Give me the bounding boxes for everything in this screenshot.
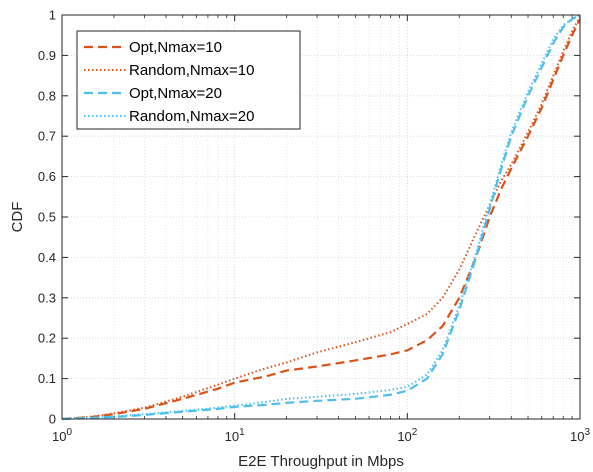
y-tick-label: 0.4	[38, 250, 56, 265]
y-tick-label: 0.3	[38, 290, 56, 305]
legend: Opt,Nmax=10 Random,Nmax=10 Opt,Nmax=20 Rand…	[76, 30, 301, 130]
x-tick-label: 101	[225, 427, 245, 444]
ticks: 100 101 102 103 0 0.1 0.2 0.3 0.4 0.5 0.6 0.7 0.8 0.9…	[38, 8, 591, 445]
x-axis-label: E2E Throughput in Mbps	[238, 453, 404, 470]
grid	[62, 15, 580, 419]
y-tick-label: 0.8	[38, 88, 56, 103]
legend-label: Random,Nmax=20	[129, 108, 254, 125]
series-line-random-nmax-20	[61, 14, 581, 420]
y-tick-label: 0.6	[38, 169, 56, 184]
y-tick-label: 0.5	[38, 210, 56, 225]
legend-label: Random,Nmax=10	[129, 62, 254, 79]
y-tick-label: 0.7	[38, 129, 56, 144]
y-axis-label: CDF	[9, 202, 26, 233]
x-tick-label: 103	[570, 427, 590, 444]
series-line-random-nmax-10	[61, 16, 581, 420]
y-tick-label: 0	[49, 412, 56, 427]
y-tick-label: 0.9	[38, 48, 56, 63]
y-tick-label: 0.1	[38, 371, 56, 386]
legend-label: Opt,Nmax=10	[129, 39, 222, 56]
series-line-opt-nmax-20	[61, 14, 581, 421]
series-line-opt-nmax-10	[61, 18, 581, 421]
legend-label: Opt,Nmax=20	[129, 85, 222, 102]
x-tick-label: 100	[52, 427, 72, 444]
y-tick-label: 0.2	[38, 331, 56, 346]
y-tick-label: 1	[49, 8, 56, 23]
x-tick-label: 102	[397, 427, 417, 444]
series-group	[61, 14, 581, 421]
